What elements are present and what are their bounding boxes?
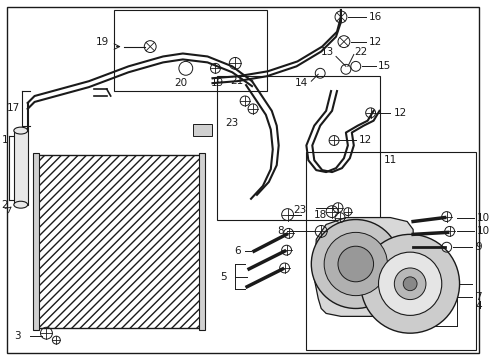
Text: 17: 17 (7, 103, 21, 113)
Text: 4: 4 (475, 301, 482, 311)
Text: 8: 8 (277, 226, 284, 237)
Ellipse shape (14, 127, 27, 134)
Text: 10: 10 (476, 226, 490, 237)
Text: 12: 12 (393, 108, 407, 118)
Circle shape (361, 234, 460, 333)
Text: 12: 12 (368, 37, 382, 47)
Text: 13: 13 (321, 46, 334, 57)
Text: 23: 23 (293, 204, 306, 215)
Polygon shape (314, 217, 415, 316)
Circle shape (338, 246, 373, 282)
Text: 5: 5 (220, 272, 226, 282)
Text: 23: 23 (225, 118, 239, 128)
Text: 12: 12 (359, 135, 372, 145)
Text: 20: 20 (174, 78, 187, 88)
Text: 19: 19 (96, 37, 109, 47)
Bar (306, 152, 476, 350)
Ellipse shape (14, 201, 27, 208)
Circle shape (403, 277, 417, 291)
Circle shape (394, 268, 426, 300)
Text: 18: 18 (314, 210, 327, 220)
Text: 7: 7 (475, 292, 482, 302)
Text: 14: 14 (295, 78, 308, 88)
Text: 1: 1 (1, 135, 8, 145)
Text: 10: 10 (476, 212, 490, 222)
Circle shape (324, 232, 388, 296)
Text: 15: 15 (377, 61, 391, 71)
Circle shape (311, 220, 400, 309)
Text: 21: 21 (231, 76, 244, 86)
Text: 2: 2 (1, 200, 8, 210)
Text: 22: 22 (354, 46, 367, 57)
Text: 6: 6 (235, 246, 241, 256)
Bar (198, 153, 205, 330)
Text: 11: 11 (384, 155, 397, 165)
Bar (218, 76, 381, 220)
Bar (193, 124, 213, 135)
Text: 19: 19 (211, 78, 224, 88)
Circle shape (378, 252, 442, 315)
Bar (14, 131, 27, 205)
Text: 3: 3 (15, 331, 21, 341)
Bar (114, 10, 267, 91)
Bar (33, 153, 39, 330)
Text: 16: 16 (368, 12, 382, 22)
Bar (35, 155, 202, 328)
Text: 9: 9 (475, 242, 482, 252)
